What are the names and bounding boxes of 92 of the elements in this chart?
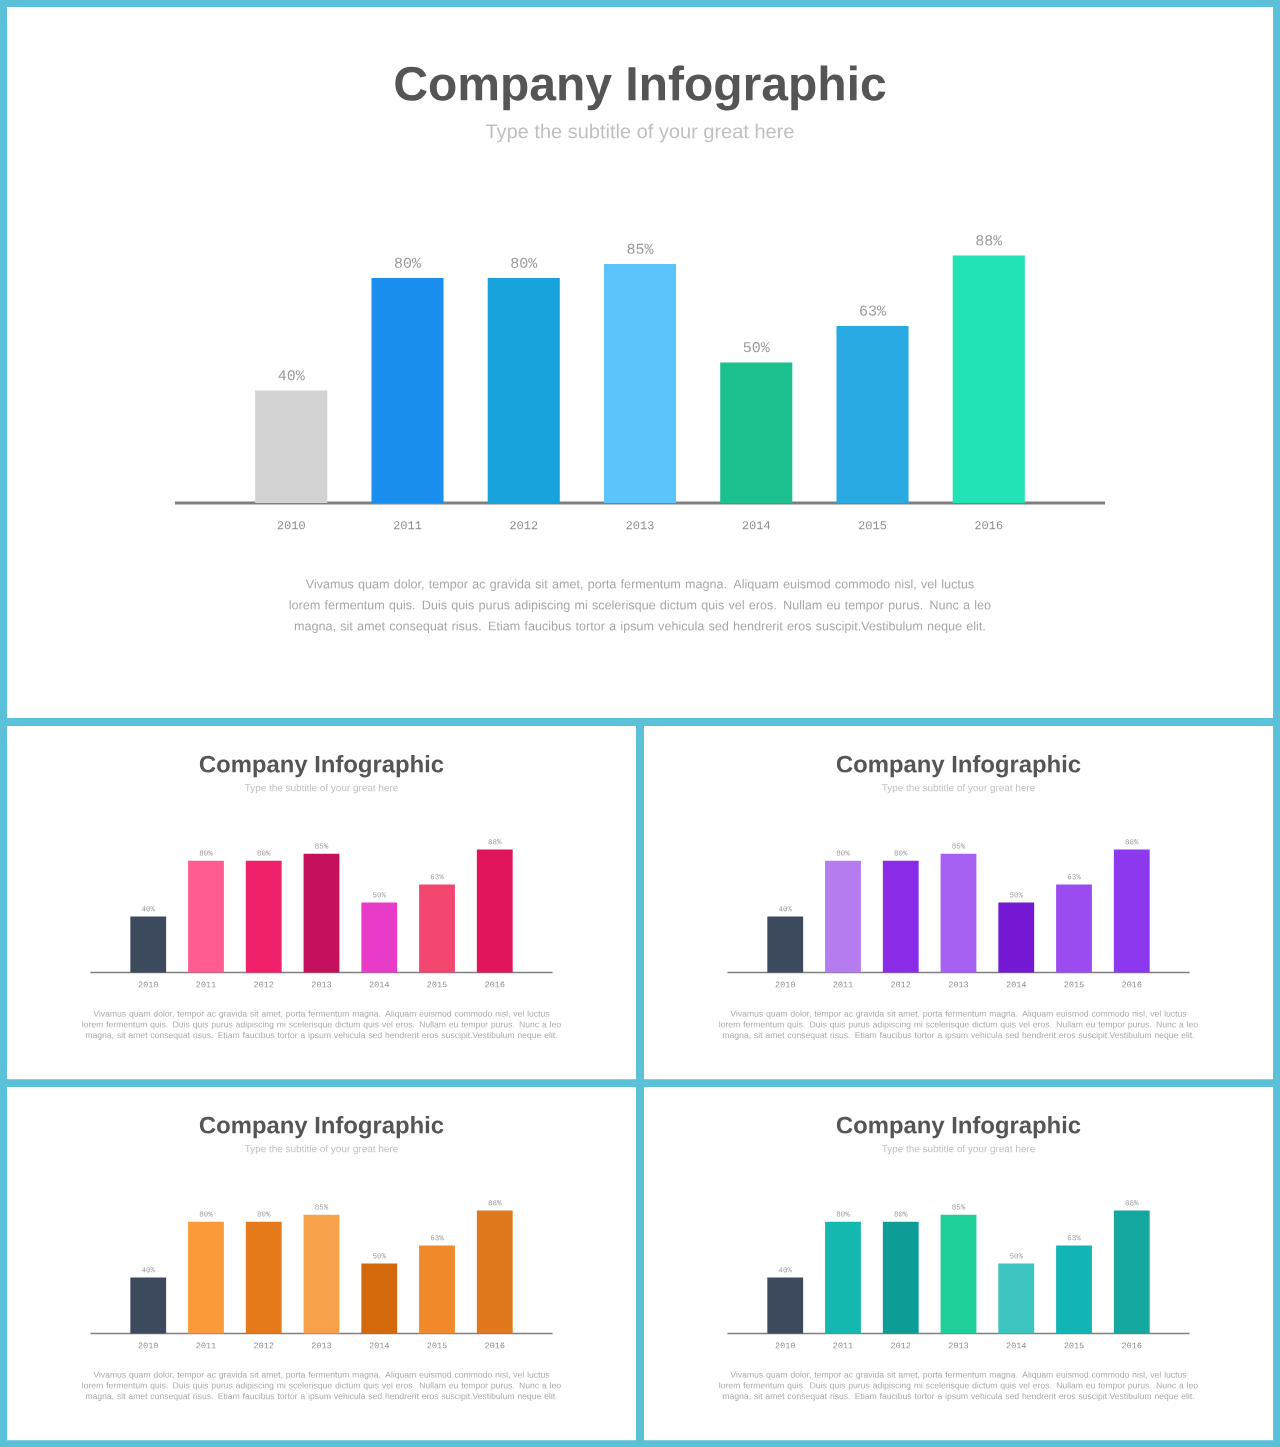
chart-subtitle: Type the subtitle of your great here	[244, 783, 398, 794]
bar	[825, 860, 861, 973]
text: Vivamus quam dolor, tempor ac gravida sit amet, porta fermentum magna. Aliquam euismod commodo nisl, vel luctus lorem fermentum quis. Duis quis purus adipiscing mi scelerisque dictum quis vel eros. Nullam eu tempor purus. Nunc a leo magna, sit amet consequat risus. Etiam faucibus tortor a ipsum vehicula sed hendrerit eros suscipit.Vestibulum neque elit.	[719, 1371, 1198, 1401]
bar	[940, 1214, 977, 1334]
text: Vivamus quam dolor, tempor ac gravida sit amet, porta fermentum magna. Aliquam euismod commodo nisl, vel luctus lorem fermentum quis. Duis quis purus adipiscing mi scelerisque dictum quis vel eros. Nullam eu tempor purus. Nunc a leo magna, sit amet consequat risus. Etiam faucibus tortor a ipsum vehicula sed hendrerit eros suscipit.Vestibulum neque elit.	[719, 1010, 1198, 1040]
x-tick-label: 2016	[1122, 981, 1142, 988]
bar	[1056, 884, 1092, 973]
chart-subtitle: Type the subtitle of your great here	[485, 123, 794, 143]
x-tick-label: 2014	[1006, 1342, 1027, 1349]
x-tick-label: 2011	[393, 521, 422, 530]
chart-title: Company Infographic	[836, 1116, 1081, 1139]
chart-title: Company Infographic	[199, 755, 444, 778]
bar	[952, 255, 1025, 503]
bar	[361, 1263, 398, 1334]
x-tick-label: 2010	[775, 981, 795, 988]
bar	[603, 264, 677, 503]
bar	[882, 860, 919, 973]
x-tick-label: 2014	[369, 1342, 390, 1349]
bar	[1113, 1210, 1150, 1334]
bar	[998, 902, 1035, 973]
x-tick-label: 2015	[858, 521, 887, 530]
x-tick-label: 2011	[196, 981, 216, 988]
x-tick-label: 2010	[775, 1342, 795, 1349]
x-tick-label: 2015	[427, 1342, 447, 1349]
x-tick-label: 2012	[254, 1342, 274, 1349]
x-tick-label: 2013	[626, 521, 654, 530]
bar	[720, 362, 793, 503]
x-tick-label: 2012	[891, 981, 911, 988]
bar	[245, 1221, 282, 1334]
x-tick-label: 2015	[427, 981, 447, 988]
x-tick-label: 2014	[369, 981, 390, 988]
x-tick-label: 2011	[833, 981, 853, 988]
bar	[130, 1277, 167, 1334]
x-tick-label: 2010	[277, 521, 305, 530]
bar	[1113, 849, 1150, 973]
chart-subtitle: Type the subtitle of your great here	[881, 783, 1035, 794]
data-label: 80%	[394, 257, 421, 268]
x-tick-label: 2010	[138, 981, 158, 988]
x-tick-label: 2016	[1122, 1342, 1142, 1349]
x-tick-label: 2013	[311, 1342, 332, 1349]
bar	[998, 1263, 1035, 1334]
text: Vivamus quam dolor, tempor ac gravida sit amet, porta fermentum magna. Aliquam euismod commodo nisl, vel luctus lorem fermentum quis. Duis quis purus adipiscing mi scelerisque dictum quis vel eros. Nullam eu tempor purus. Nunc a leo magna, sit amet consequat risus. Etiam faucibus tortor a ipsum vehicula sed hendrerit eros suscipit.Vestibulum neque elit.	[82, 1010, 561, 1040]
chart-title: Company Infographic	[199, 1116, 444, 1139]
bar	[245, 860, 282, 973]
bar	[476, 849, 513, 973]
x-tick-label: 2013	[948, 1342, 969, 1349]
x-tick-label: 2012	[510, 521, 538, 530]
x-tick-label: 2013	[948, 981, 969, 988]
bar	[303, 853, 340, 973]
bar	[836, 325, 909, 503]
x-tick-label: 2012	[891, 1342, 911, 1349]
x-tick-label: 2016	[485, 981, 505, 988]
chart-title: Company Infographic	[836, 755, 1081, 778]
bar	[130, 916, 167, 973]
bar	[476, 1210, 513, 1334]
bar	[419, 1245, 455, 1334]
x-tick-label: 2012	[254, 981, 274, 988]
data-label: 40%	[278, 370, 305, 381]
bar	[825, 1221, 861, 1334]
data-label: 88%	[976, 235, 1003, 246]
x-tick-label: 2015	[1064, 1342, 1084, 1349]
text: Vivamus quam dolor, tempor ac gravida sit amet, porta fermentum magna. Aliquam euismod commodo nisl, vel luctus lorem fermentum quis. Duis quis purus adipiscing mi scelerisque dictum quis vel eros. Nullam eu tempor purus. Nunc a leo magna, sit amet consequat risus. Etiam faucibus tortor a ipsum vehicula sed hendrerit eros suscipit.Vestibulum neque elit.	[289, 579, 991, 633]
text: Vivamus quam dolor, tempor ac gravida sit amet, porta fermentum magna. Aliquam euismod commodo nisl, vel luctus lorem fermentum quis. Duis quis purus adipiscing mi scelerisque dictum quis vel eros. Nullam eu tempor purus. Nunc a leo magna, sit amet consequat risus. Etiam faucibus tortor a ipsum vehicula sed hendrerit eros suscipit.Vestibulum neque elit.	[82, 1371, 561, 1401]
x-tick-label: 2016	[485, 1342, 505, 1349]
data-label: 63%	[860, 305, 886, 316]
data-label: 80%	[511, 257, 538, 268]
bar	[255, 390, 328, 503]
data-label: 85%	[627, 243, 654, 254]
bar	[303, 1214, 340, 1334]
bar	[188, 1221, 224, 1334]
bar	[361, 902, 398, 973]
bar	[767, 916, 804, 973]
x-tick-label: 2014	[1006, 981, 1027, 988]
chart-subtitle: Type the subtitle of your great here	[244, 1144, 398, 1155]
chart-title: Company Infographic	[395, 65, 886, 111]
bar	[371, 278, 444, 503]
x-tick-label: 2016	[975, 521, 1003, 530]
bar	[940, 853, 977, 973]
bar	[1056, 1245, 1092, 1334]
data-label: 50%	[743, 342, 770, 353]
bar	[882, 1221, 919, 1334]
bar	[767, 1277, 804, 1334]
x-tick-label: 2011	[833, 1342, 853, 1349]
bar	[188, 860, 224, 973]
x-tick-label: 2010	[138, 1342, 158, 1349]
x-tick-label: 2014	[742, 521, 771, 530]
x-tick-label: 2013	[311, 981, 332, 988]
x-tick-label: 2015	[1064, 981, 1084, 988]
bar	[487, 278, 560, 503]
bar	[419, 884, 455, 973]
x-tick-label: 2011	[196, 1342, 216, 1349]
chart-subtitle: Type the subtitle of your great here	[881, 1144, 1035, 1155]
